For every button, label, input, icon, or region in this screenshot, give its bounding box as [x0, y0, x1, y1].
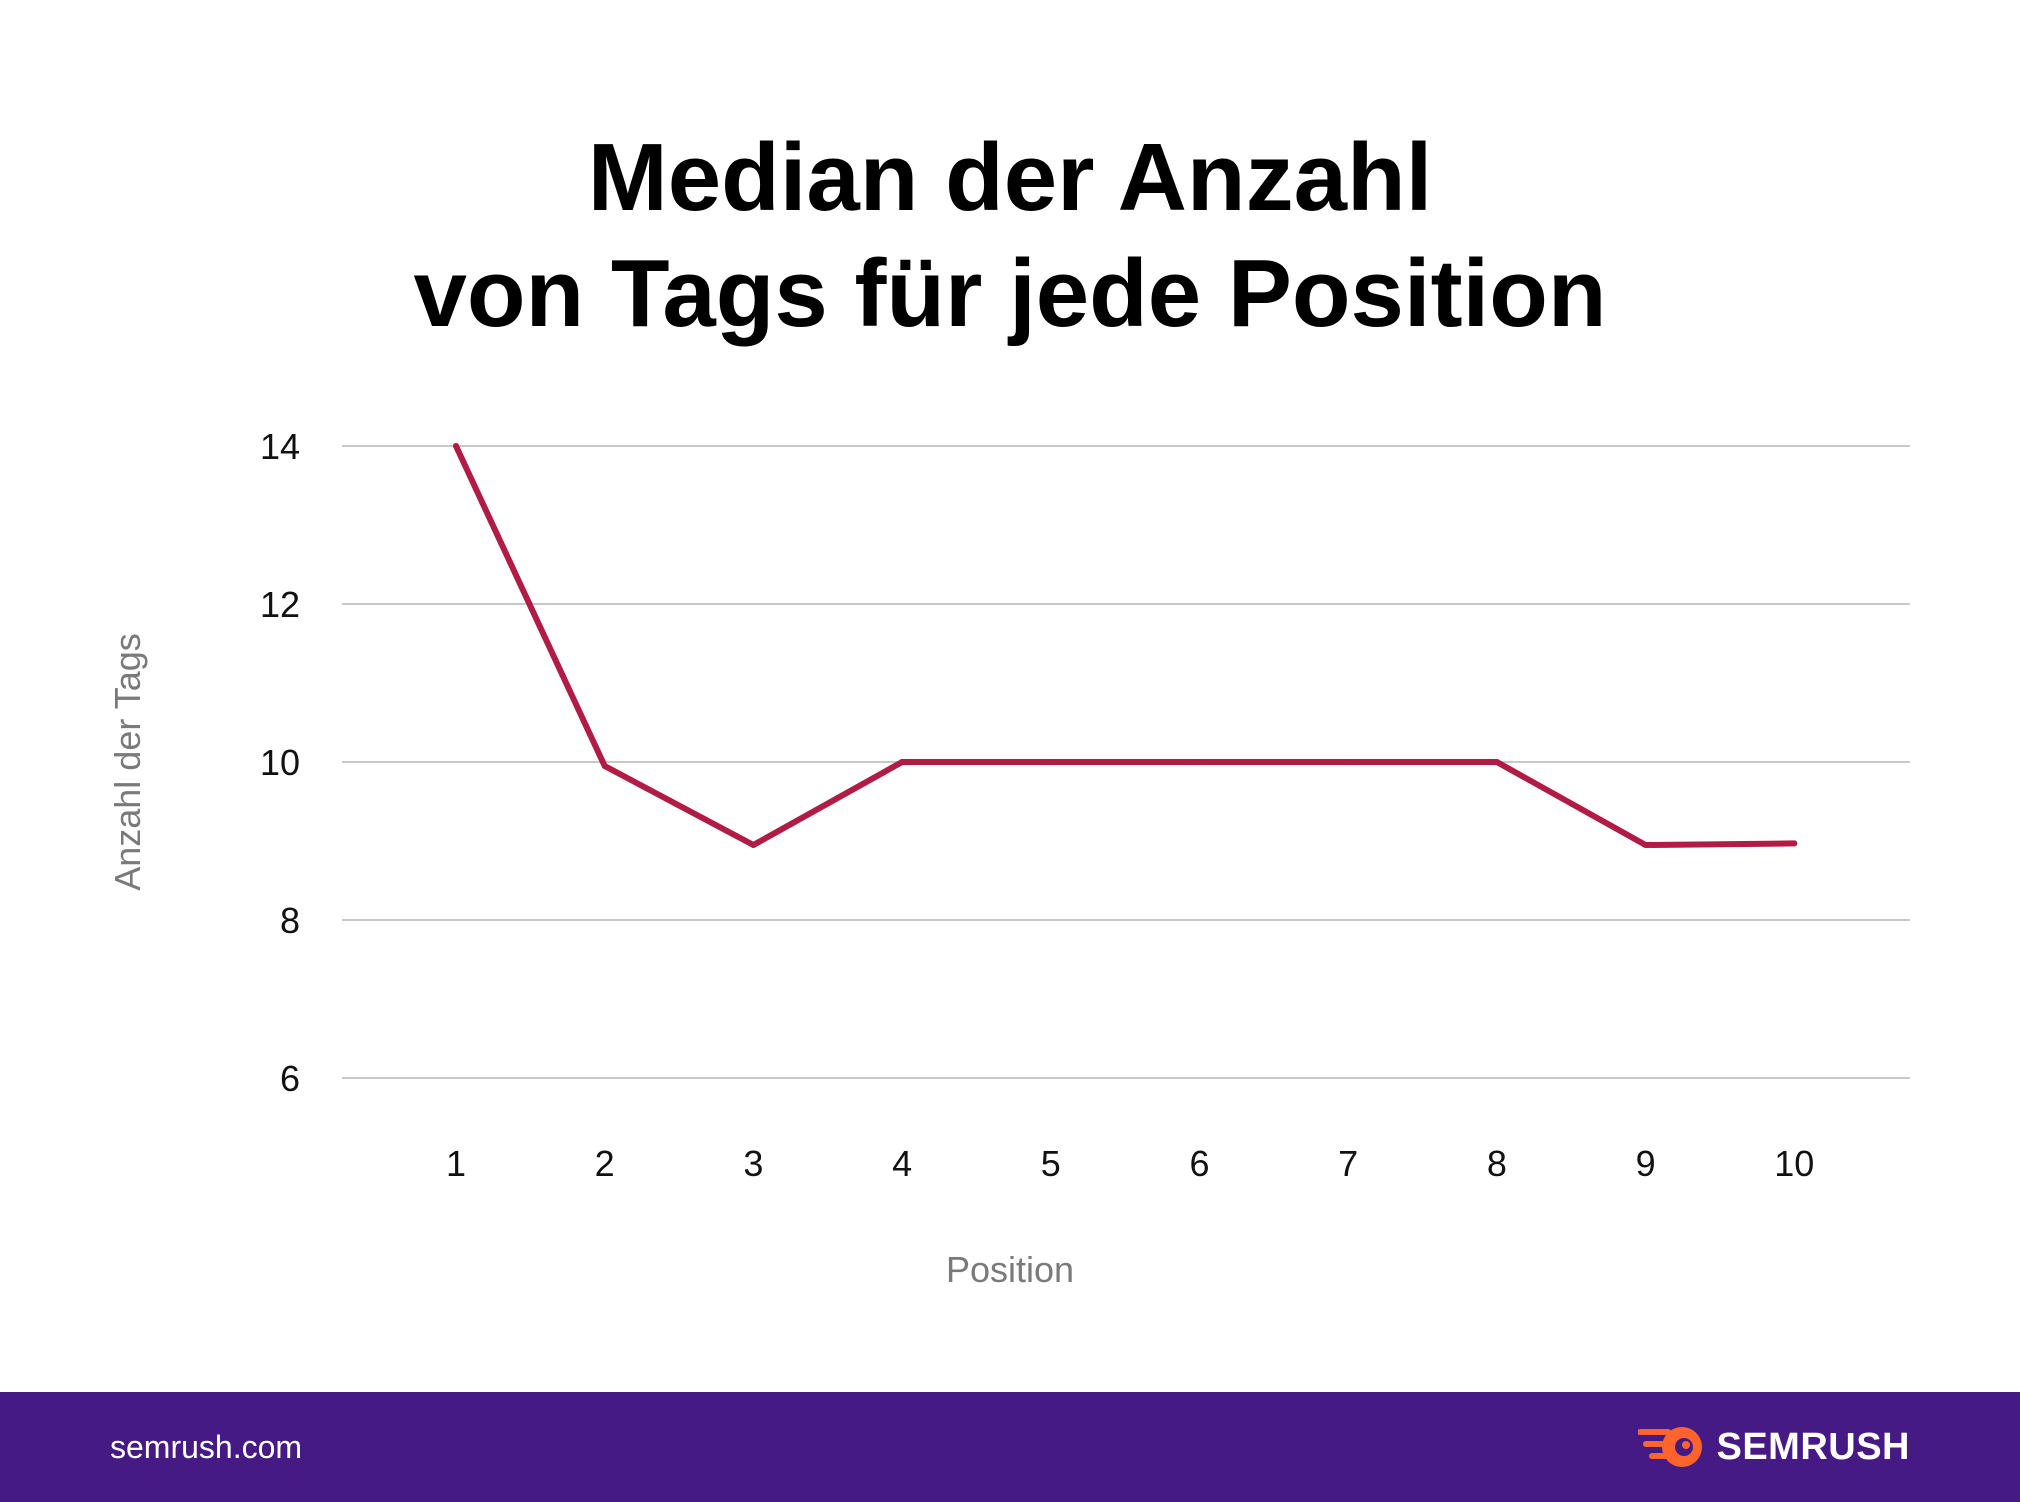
x-tick-label: 6 [1189, 1143, 1209, 1184]
x-tick-label: 8 [1487, 1143, 1507, 1184]
y-tick-label: 6 [280, 1058, 300, 1099]
semrush-logo: SEMRUSH [1638, 1419, 1910, 1475]
x-tick-label: 9 [1636, 1143, 1656, 1184]
y-axis-label: Anzahl der Tags [107, 633, 148, 891]
y-tick-label: 12 [260, 584, 300, 625]
data-point [750, 841, 757, 848]
chart-title-line-1: Median der Anzahl [587, 124, 1433, 231]
x-axis-label: Position [946, 1249, 1074, 1290]
data-point [1196, 759, 1203, 765]
data-point [1047, 759, 1054, 765]
series [453, 443, 1798, 848]
data-point [601, 762, 608, 769]
y-tick-label: 8 [280, 900, 300, 941]
y-axis-ticks: 6 8 10 12 14 [260, 426, 300, 1099]
y-tick-label: 10 [260, 742, 300, 783]
x-tick-label: 2 [595, 1143, 615, 1184]
x-tick-label: 5 [1041, 1143, 1061, 1184]
footer-bar: semrush.com SEMRUSH [0, 1392, 2020, 1502]
chart-title-line-2: von Tags für jede Position [413, 240, 1607, 347]
footer-site-link[interactable]: semrush.com [110, 1429, 303, 1465]
data-point [1791, 840, 1798, 847]
chart-title: Median der Anzahl von Tags für jede Posi… [0, 120, 2020, 352]
x-tick-label: 4 [892, 1143, 912, 1184]
data-point [1642, 841, 1649, 848]
data-point [1345, 759, 1352, 765]
x-tick-label: 7 [1338, 1143, 1358, 1184]
data-point [453, 443, 459, 449]
data-point [899, 759, 906, 765]
x-tick-label: 1 [446, 1143, 466, 1184]
y-tick-label: 14 [260, 426, 300, 467]
semrush-wordmark: SEMRUSH [1716, 1425, 1910, 1468]
x-tick-label: 3 [743, 1143, 763, 1184]
semrush-fireball-icon [1638, 1427, 1703, 1467]
series-line [453, 443, 1798, 848]
x-axis-ticks: 1 2 3 4 5 6 7 8 9 10 [446, 1143, 1814, 1184]
data-point [1493, 759, 1500, 765]
x-tick-label: 10 [1774, 1143, 1814, 1184]
